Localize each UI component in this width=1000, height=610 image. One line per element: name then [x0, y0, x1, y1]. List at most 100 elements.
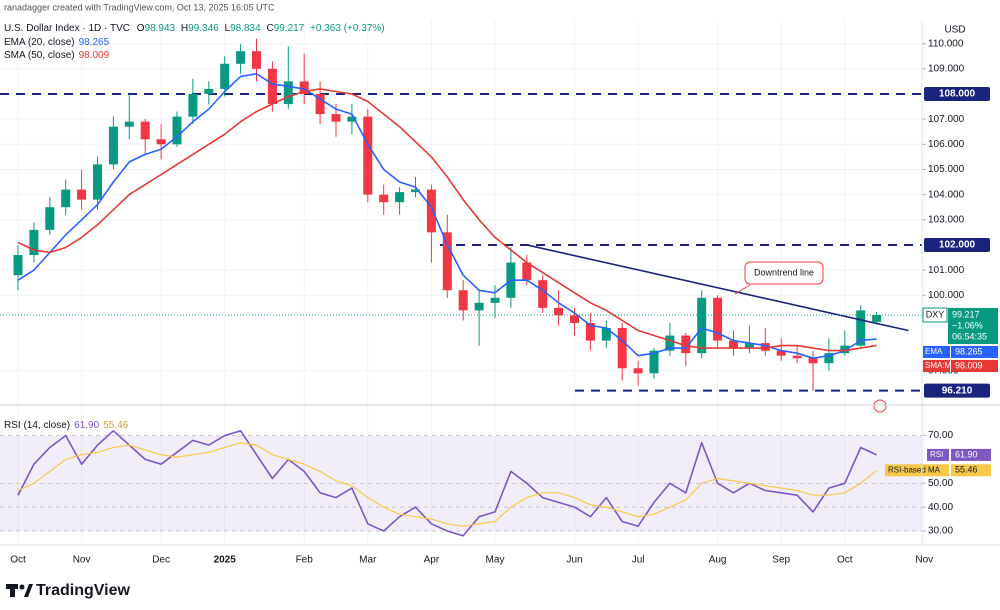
candle-body: [426, 189, 436, 233]
candle-body: [236, 51, 246, 64]
ohlc-value: 99.217: [274, 23, 305, 34]
candle-body: [458, 290, 468, 311]
candle-body: [729, 340, 738, 349]
level-tag: [924, 237, 990, 252]
candle-body: [188, 93, 198, 117]
candle-body: [172, 116, 182, 145]
candle-body: [474, 302, 484, 311]
ema-legend: EMA (20, close) 98.265: [4, 37, 110, 48]
indicator-tag: [923, 345, 950, 358]
x-tick-label: Sep: [772, 555, 790, 566]
indicator-tag-name: EMA: [925, 347, 943, 356]
ohlc-letter: C: [266, 23, 273, 34]
y-tick-label: 50.00: [928, 478, 953, 489]
candle-body: [61, 189, 71, 208]
candle-body: [347, 116, 357, 122]
x-tick-label: Nov: [915, 555, 933, 566]
indicator-tag: [885, 464, 949, 477]
candle-body: [395, 192, 405, 203]
ohlc-letter: O: [137, 23, 145, 34]
trendline: [526, 244, 909, 332]
logo-shape: [19, 584, 25, 590]
credit: ranadagger created with TradingView.com,…: [4, 2, 275, 12]
brand: TradingView: [36, 582, 131, 599]
candle-body: [570, 315, 579, 323]
price-tag-value: 99.217: [952, 309, 980, 319]
y-tick-label: 103.000: [928, 214, 965, 225]
candle-body: [363, 116, 373, 195]
rsi-line: [17, 430, 877, 537]
indicator-tag-value: 98.009: [955, 360, 983, 370]
callout-pointer: [734, 284, 751, 295]
candle-body: [220, 63, 230, 89]
symbol-tag-label: DXY: [926, 309, 945, 319]
candle-body: [124, 121, 134, 127]
indicator-tag: [951, 359, 998, 372]
candle-body: [315, 93, 325, 115]
candle-body: [538, 280, 548, 308]
ohlc-value: 98.943: [145, 23, 176, 34]
x-tick-label: Oct: [10, 555, 26, 566]
y-tick-label: 104.000: [928, 189, 965, 200]
candle-body: [697, 297, 707, 354]
y-tick-label: 105.000: [928, 164, 965, 175]
legend-name: SMA (50, close): [4, 50, 75, 61]
candle-body: [93, 164, 102, 200]
candle-body: [681, 335, 691, 354]
candle-body: [331, 114, 341, 122]
y-tick-label: 109.000: [928, 63, 965, 74]
candle-body: [585, 322, 595, 341]
currency: USD: [944, 25, 965, 36]
ohlc-letter: H: [181, 23, 188, 34]
candle-body: [665, 335, 675, 351]
y-tick-label: 30.00: [928, 526, 953, 537]
indicator-tag-value: 55.46: [955, 465, 978, 475]
rsi-line: [17, 442, 877, 527]
indicator-tag: [951, 345, 998, 358]
ohlc-value: 98.834: [230, 23, 261, 34]
candle-body: [633, 368, 643, 374]
candle-body: [776, 350, 786, 356]
candle-body: [29, 229, 39, 256]
candle-body: [872, 314, 882, 322]
y-tick-label: 110.000: [928, 38, 964, 49]
candle-body: [744, 343, 754, 349]
ohlc-letter: L: [225, 23, 231, 34]
indicator-tag-name: RSI: [930, 450, 943, 459]
symbol: U.S. Dollar Index · 1D · TVC: [4, 23, 130, 34]
legend-name: EMA (20, close): [4, 37, 75, 48]
sma-legend: SMA (50, close) 98.009: [4, 50, 110, 61]
candle-body: [856, 310, 866, 346]
indicator-line: [17, 88, 877, 352]
candle-body: [283, 81, 293, 105]
candle-body: [299, 81, 309, 94]
candle-body: [617, 327, 627, 369]
y-tick-label: 100.000: [928, 290, 965, 301]
legend-name: RSI (14, close): [4, 420, 70, 431]
legend-value: 98.009: [79, 50, 110, 61]
x-tick-label: Oct: [837, 555, 853, 566]
candle-body: [792, 355, 802, 359]
x-tick-label: Nov: [73, 555, 91, 566]
candle-body: [204, 88, 214, 94]
candle-body: [713, 297, 723, 341]
grid-layer: Oct Nov Dec 2025 Feb Mar Apr May Jun Jul Aug Sep Oct…: [0, 20, 965, 566]
indicator-tag: [951, 448, 991, 461]
x-tick-label: Dec: [152, 555, 170, 566]
level-tag: [924, 383, 990, 398]
indicator-tag: [951, 464, 991, 477]
candle-body: [267, 68, 277, 105]
price-tag-change: −1.06%: [952, 320, 983, 330]
candle-body: [522, 262, 532, 281]
legend-value: 98.265: [79, 37, 110, 48]
indicator-tag-name: RSI-based MA: [888, 465, 941, 474]
candle-body: [824, 353, 834, 364]
level-label: 102.000: [939, 240, 976, 251]
candle-body: [760, 343, 770, 351]
indicator-line: [17, 73, 877, 359]
x-tick-label: Mar: [359, 555, 377, 566]
x-tick-label: Jul: [632, 555, 645, 566]
candle-body: [252, 51, 261, 69]
